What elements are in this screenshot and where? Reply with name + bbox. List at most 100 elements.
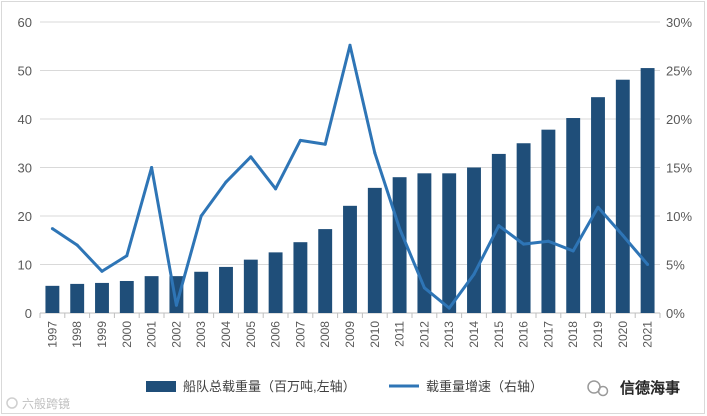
- x-tick-label: 2011: [393, 321, 407, 347]
- left-tick-label: 60: [18, 15, 32, 30]
- line-point: [323, 142, 327, 146]
- right-axis: 0% 5% 10% 15% 20% 25% 30%: [666, 15, 692, 321]
- watermark-left-text: 六般跨镜: [22, 396, 70, 411]
- line-point: [274, 187, 278, 191]
- line-point: [422, 286, 426, 290]
- left-tick-label: 10: [18, 258, 32, 273]
- watermark-right: 信德海事: [587, 379, 680, 397]
- watermark-logo-icon: [6, 397, 18, 409]
- left-tick-label: 0: [25, 306, 32, 321]
- line-point: [621, 233, 625, 237]
- bar: [194, 271, 209, 313]
- bar: [615, 79, 630, 313]
- x-tick-label: 2013: [442, 321, 456, 348]
- bar: [491, 153, 506, 313]
- left-axis: 0 10 20 30 40 50 60: [18, 15, 32, 321]
- line-point: [596, 205, 600, 209]
- bar: [95, 282, 109, 313]
- right-tick-label: 25%: [666, 64, 692, 79]
- x-tick-label: 2010: [368, 321, 382, 348]
- x-tick-label: 2015: [492, 321, 506, 348]
- x-tick-label: 2016: [517, 321, 531, 348]
- line-point: [546, 239, 550, 243]
- x-tick-label: 2009: [343, 321, 357, 348]
- line-point: [447, 306, 451, 310]
- line-point: [373, 151, 377, 155]
- line-point: [646, 263, 650, 266]
- bar: [367, 187, 382, 313]
- line-point: [150, 166, 154, 169]
- x-tick-label: 2002: [169, 321, 183, 348]
- legend-bar-label: 船队总载重量（百万吨,左轴）: [183, 379, 356, 394]
- x-tick-label: 2012: [417, 321, 431, 348]
- bar: [119, 280, 134, 313]
- bar: [467, 167, 481, 313]
- x-tick-label: 2003: [194, 321, 208, 348]
- bar: [243, 259, 258, 313]
- x-tick-label: 1998: [70, 321, 84, 348]
- bar: [293, 242, 308, 313]
- bar-series: [45, 68, 655, 313]
- bar: [442, 173, 457, 313]
- right-tick-label: 5%: [666, 258, 685, 273]
- x-tick-label: 2019: [591, 321, 605, 348]
- x-tick-label: 2008: [318, 321, 332, 348]
- line-point: [571, 249, 575, 253]
- line-point: [199, 214, 203, 218]
- line-point: [522, 242, 526, 246]
- line-point: [75, 243, 79, 247]
- left-tick-label: 50: [18, 64, 32, 79]
- right-tick-label: 15%: [666, 161, 692, 176]
- x-tick-label: 1999: [95, 321, 109, 348]
- line-point: [348, 43, 352, 47]
- gridlines: [40, 21, 660, 314]
- x-tick-label: 2007: [293, 321, 307, 348]
- x-tick-label: 2017: [541, 321, 555, 348]
- x-tick-label: 2004: [219, 321, 233, 348]
- bar: [318, 229, 333, 313]
- line-series: [50, 43, 650, 310]
- line-point: [125, 254, 129, 258]
- left-tick-label: 30: [18, 161, 32, 176]
- line-point: [100, 269, 104, 273]
- bar: [566, 118, 581, 313]
- x-tick-label: 2005: [244, 321, 258, 348]
- x-tick-label: 2020: [616, 321, 630, 348]
- legend-line-label: 载重量增速（右轴）: [426, 379, 543, 394]
- line-point: [50, 227, 54, 231]
- x-axis: 1997 1998 1999 2000 2001 2002 2003 2004 2005 2006…: [39, 313, 661, 348]
- line-point: [249, 155, 253, 159]
- line-point: [174, 303, 178, 307]
- bar: [268, 252, 283, 313]
- bar: [591, 97, 605, 313]
- bar: [541, 129, 556, 313]
- right-tick-label: 0%: [666, 306, 685, 321]
- bar: [45, 285, 60, 313]
- right-tick-label: 30%: [666, 15, 692, 30]
- legend-bar-swatch: [146, 381, 176, 392]
- left-tick-label: 20: [18, 209, 32, 224]
- x-tick-label: 2021: [641, 321, 655, 348]
- bar: [516, 143, 531, 313]
- x-tick-label: 2014: [467, 321, 481, 348]
- x-tick-label: 2000: [120, 321, 134, 348]
- bar: [219, 266, 233, 313]
- left-tick-label: 40: [18, 112, 32, 127]
- x-tick-label: 1997: [45, 321, 59, 348]
- legend: 船队总载重量（百万吨,左轴） 载重量增速（右轴）: [146, 379, 543, 394]
- bar: [144, 276, 159, 313]
- line-point: [497, 224, 501, 228]
- line-point: [298, 138, 302, 142]
- x-tick-label: 2018: [566, 321, 580, 348]
- watermark-left: 六般跨镜: [6, 396, 70, 411]
- wechat-icon-small: [597, 385, 609, 397]
- watermark-right-text: 信德海事: [620, 379, 680, 397]
- x-tick-label: 2006: [269, 321, 283, 348]
- bar: [640, 68, 655, 313]
- x-tick-label: 2001: [145, 321, 159, 348]
- bar: [392, 177, 407, 313]
- bar: [70, 283, 85, 313]
- right-tick-label: 20%: [666, 112, 692, 127]
